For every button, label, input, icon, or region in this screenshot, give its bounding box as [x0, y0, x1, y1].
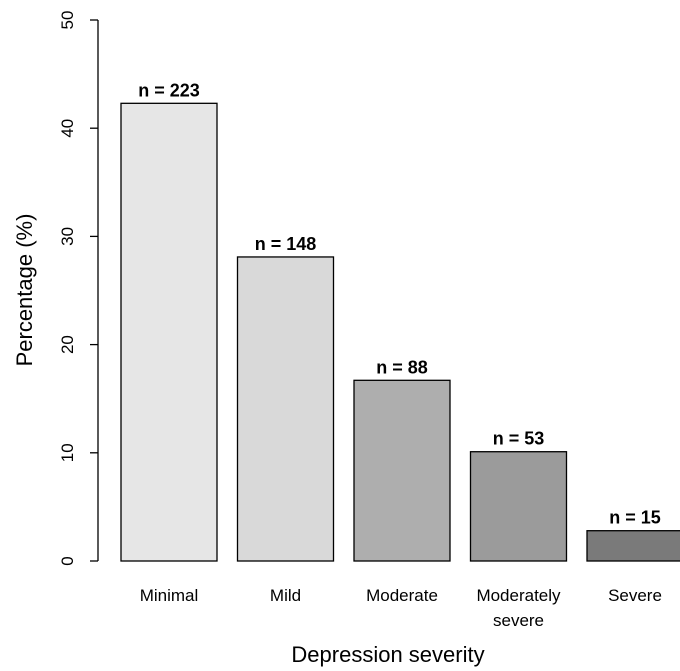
- x-tick-label: Severe: [608, 586, 662, 605]
- bar-minimal: [120, 102, 218, 562]
- bar-severe: [586, 530, 680, 562]
- bars: [120, 102, 680, 562]
- bar-moderate: [353, 379, 451, 562]
- y-tick-label: 0: [58, 556, 77, 565]
- y-tick-label: 40: [58, 119, 77, 138]
- y-tick-label: 30: [58, 227, 77, 246]
- data-label: n = 223: [138, 80, 200, 100]
- bar-mild: [236, 256, 335, 562]
- x-tick-labels: Minimal Mild Moderate Moderately severe Sever…: [140, 586, 662, 630]
- data-label: n = 15: [609, 508, 661, 528]
- y-axis-title: Percentage (%): [12, 214, 37, 367]
- bar-moderately-severe: [469, 451, 568, 562]
- x-tick-label: Moderate: [366, 586, 438, 605]
- y-tick-label: 20: [58, 335, 77, 354]
- x-tick-label: Minimal: [140, 586, 199, 605]
- y-tick-label: 10: [58, 443, 77, 462]
- data-label: n = 53: [493, 429, 545, 449]
- x-axis-title: Depression severity: [291, 642, 484, 667]
- x-tick-label: Moderately severe: [476, 586, 561, 630]
- data-labels: n = 223 n = 148 n = 88 n = 53 n = 15: [138, 80, 661, 527]
- data-label: n = 88: [376, 357, 428, 377]
- y-tick-label: 50: [58, 11, 77, 30]
- x-tick-label: Mild: [270, 586, 301, 605]
- data-label: n = 148: [255, 234, 317, 254]
- y-axis: 0 10 20 30 40 50: [58, 11, 99, 566]
